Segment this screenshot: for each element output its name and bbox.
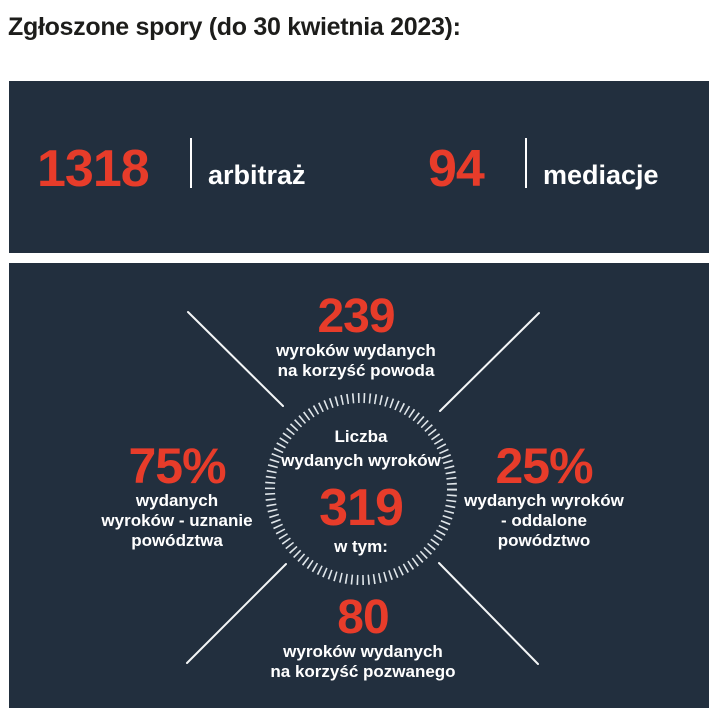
connector-line-bottom-right [438, 562, 539, 665]
verdict-bottom-label-line2: na korzyść pozwanego [270, 662, 456, 681]
connector-line-bottom-left [186, 563, 287, 664]
stat-mediacje-value: 94 [428, 140, 485, 198]
ring-total-value: 319 [319, 479, 404, 537]
verdict-right-label-line2: - oddalone [501, 511, 587, 530]
verdict-bottom-value: 80 [337, 591, 389, 644]
verdict-left-label-line2: wyroków - uznanie [101, 511, 253, 530]
summary-panel: 1318 arbitraż 94 mediacje [9, 81, 709, 253]
ring-title-line1: Liczba [334, 427, 388, 446]
page-title: Zgłoszone spory (do 30 kwietnia 2023): [8, 13, 461, 41]
stat-arbitraz-value: 1318 [37, 140, 150, 198]
connector-graphics [186, 311, 540, 665]
vertical-divider [190, 138, 192, 188]
verdict-top-label-line1: wyroków wydanych [276, 341, 436, 360]
verdict-right-label-line1: wydanych wyroków [464, 491, 624, 510]
verdict-bottom-group: 80 wyroków wydanych na korzyść pozwanego [213, 594, 513, 682]
verdict-top-label-line2: na korzyść powoda [277, 361, 435, 380]
verdict-top-group: 239 wyroków wydanych na korzyść powoda [206, 293, 506, 381]
verdict-bottom-label-line1: wyroków wydanych [283, 642, 443, 661]
verdict-left-label-line3: powództwa [131, 531, 223, 550]
ring-center-group: Liczba wydanych wyroków 319 w tym: [241, 425, 481, 559]
verdict-left-label-line1: wydanych [135, 491, 219, 510]
verdict-right-group: 25% wydanych wyroków - oddalone powództw… [404, 441, 684, 551]
dashed-ring-icon [265, 393, 457, 585]
verdict-left-value: 75% [128, 438, 226, 494]
ring-title-line2: wydanych wyroków [281, 451, 441, 470]
connector-line-top-right [439, 312, 540, 412]
verdict-right-label-line3: powództwo [497, 531, 591, 550]
vertical-divider [525, 138, 527, 188]
stat-mediacje-label: mediacje [543, 160, 659, 190]
verdict-left-group: 75% wydanych wyroków - uznanie powództwa [47, 441, 307, 551]
verdict-panel: 239 wyroków wydanych na korzyść powoda 7… [9, 263, 709, 708]
ring-subtitle: w tym: [334, 537, 388, 556]
stat-arbitraz-label: arbitraż [208, 160, 306, 190]
connector-line-top-left [187, 311, 284, 407]
verdict-top-value: 239 [317, 290, 395, 343]
verdict-right-value: 25% [495, 438, 593, 494]
